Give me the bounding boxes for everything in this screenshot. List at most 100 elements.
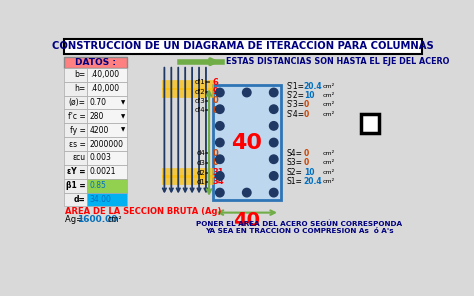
Text: 34: 34 — [213, 177, 225, 186]
Text: 10: 10 — [304, 168, 314, 177]
Text: 0.85: 0.85 — [90, 181, 107, 190]
Text: 2000000: 2000000 — [90, 140, 124, 149]
Circle shape — [270, 155, 278, 163]
Text: d4=: d4= — [197, 150, 211, 156]
Text: cm²: cm² — [323, 93, 335, 98]
Text: d=: d= — [74, 195, 86, 204]
Text: 34.00: 34.00 — [90, 195, 111, 204]
Text: εs =: εs = — [69, 140, 86, 149]
Text: 0.70: 0.70 — [90, 98, 107, 107]
Text: S2=: S2= — [287, 168, 303, 177]
Text: 0: 0 — [213, 149, 219, 158]
Text: (ø)=: (ø)= — [69, 98, 86, 107]
FancyBboxPatch shape — [64, 165, 87, 179]
Circle shape — [216, 155, 224, 163]
Text: cm²: cm² — [323, 179, 335, 184]
Text: cm²: cm² — [323, 102, 335, 107]
FancyBboxPatch shape — [87, 193, 128, 207]
Text: 20.4: 20.4 — [304, 82, 322, 91]
Text: PONER EL AREA DEL ACERO SEGÚN CORRESPONDA: PONER EL AREA DEL ACERO SEGÚN CORRESPOND… — [196, 220, 402, 227]
FancyBboxPatch shape — [64, 38, 421, 54]
Text: d1=: d1= — [197, 179, 211, 185]
Text: 0: 0 — [304, 149, 309, 158]
Text: S'3=: S'3= — [287, 100, 305, 109]
Text: εY =: εY = — [67, 167, 86, 176]
Text: d'4=: d'4= — [195, 107, 211, 113]
Text: cm²: cm² — [323, 151, 335, 156]
Circle shape — [216, 138, 224, 147]
Text: cm²: cm² — [323, 112, 335, 117]
FancyBboxPatch shape — [87, 137, 128, 151]
Circle shape — [243, 188, 251, 197]
Text: b=: b= — [74, 70, 86, 79]
Circle shape — [270, 172, 278, 180]
FancyBboxPatch shape — [87, 165, 128, 179]
FancyBboxPatch shape — [64, 57, 128, 68]
FancyBboxPatch shape — [64, 137, 87, 151]
FancyBboxPatch shape — [87, 96, 128, 110]
Text: 0: 0 — [213, 158, 219, 167]
Text: ESTAS DISTANCIAS SON HASTA EL EJE DEL ACERO: ESTAS DISTANCIAS SON HASTA EL EJE DEL AC… — [226, 57, 449, 66]
Text: 40: 40 — [231, 133, 262, 152]
FancyBboxPatch shape — [213, 85, 281, 200]
Text: εcu: εcu — [73, 153, 86, 163]
Text: 9: 9 — [213, 87, 219, 96]
FancyBboxPatch shape — [64, 151, 87, 165]
Circle shape — [216, 188, 224, 197]
Text: YA SEA EN TRACCION O COMPRESION As  ó A's: YA SEA EN TRACCION O COMPRESION As ó A's — [205, 228, 393, 234]
Circle shape — [270, 138, 278, 147]
Text: cm²: cm² — [323, 84, 335, 89]
Text: 31: 31 — [213, 168, 225, 177]
Text: cm²: cm² — [108, 215, 122, 224]
Text: cm²: cm² — [323, 170, 335, 175]
Text: S4=: S4= — [287, 149, 303, 158]
Text: 20.4: 20.4 — [304, 177, 322, 186]
FancyBboxPatch shape — [87, 151, 128, 165]
FancyBboxPatch shape — [64, 96, 87, 110]
Text: AREA DE LA SECCION BRUTA (Ag): AREA DE LA SECCION BRUTA (Ag) — [65, 207, 221, 215]
FancyBboxPatch shape — [64, 193, 87, 207]
FancyBboxPatch shape — [64, 123, 87, 137]
Text: 1600.00: 1600.00 — [77, 215, 118, 224]
Text: f'c =: f'c = — [68, 112, 86, 121]
Text: 0: 0 — [304, 158, 309, 167]
Text: S1=: S1= — [287, 177, 303, 186]
Text: d'2=: d'2= — [195, 89, 211, 95]
Text: d'3=: d'3= — [195, 98, 211, 104]
Text: DATOS :: DATOS : — [75, 58, 116, 67]
Circle shape — [216, 105, 224, 113]
Circle shape — [270, 88, 278, 97]
Text: 0: 0 — [213, 106, 219, 115]
FancyBboxPatch shape — [361, 114, 379, 133]
FancyBboxPatch shape — [64, 110, 87, 123]
Text: S3=: S3= — [287, 158, 303, 167]
Text: cm²: cm² — [323, 160, 335, 165]
Text: 0: 0 — [304, 110, 309, 119]
Text: ▼: ▼ — [121, 128, 125, 133]
FancyBboxPatch shape — [87, 179, 128, 193]
Text: d'1=: d'1= — [195, 80, 211, 86]
Circle shape — [216, 88, 224, 97]
Circle shape — [216, 172, 224, 180]
Circle shape — [243, 88, 251, 97]
Text: d2=: d2= — [197, 170, 211, 176]
FancyBboxPatch shape — [87, 82, 128, 96]
FancyBboxPatch shape — [87, 123, 128, 137]
Text: .40,000: .40,000 — [90, 84, 119, 93]
Text: S'1=: S'1= — [287, 82, 305, 91]
Circle shape — [270, 122, 278, 130]
Text: S'4=: S'4= — [287, 110, 305, 119]
Text: 0: 0 — [304, 100, 309, 109]
Text: ▼: ▼ — [121, 100, 125, 105]
Text: β1 =: β1 = — [66, 181, 86, 190]
Circle shape — [216, 122, 224, 130]
Text: Ag=: Ag= — [65, 215, 86, 224]
Text: 6: 6 — [213, 78, 219, 87]
FancyBboxPatch shape — [64, 68, 87, 82]
Text: 280: 280 — [90, 112, 104, 121]
Text: 40: 40 — [233, 211, 260, 230]
Text: 0: 0 — [213, 96, 219, 105]
Text: 4200: 4200 — [90, 126, 109, 135]
FancyBboxPatch shape — [87, 68, 128, 82]
Circle shape — [270, 105, 278, 113]
